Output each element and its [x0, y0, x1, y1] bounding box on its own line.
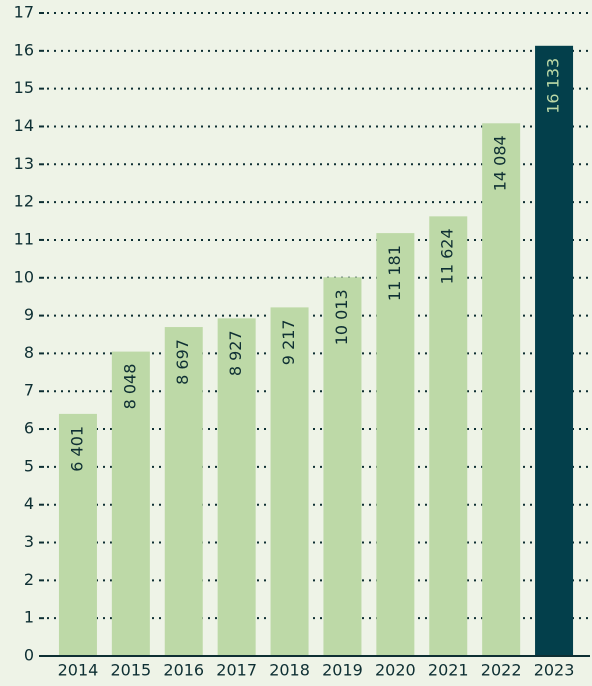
bar — [323, 277, 362, 656]
value-label: 11 181 — [385, 245, 404, 301]
value-label: 8 048 — [120, 364, 139, 410]
bar — [376, 233, 415, 656]
value-label: 16 133 — [544, 58, 563, 114]
y-tick-label: 13 — [14, 154, 34, 173]
value-label: 14 084 — [491, 135, 510, 191]
bar — [535, 45, 574, 657]
y-tick-label: 2 — [24, 570, 34, 589]
x-tick-label: 2022 — [481, 661, 522, 680]
y-tick-label: 10 — [14, 267, 34, 286]
value-label: 8 927 — [226, 330, 245, 376]
y-tick-label: 6 — [24, 419, 34, 438]
x-tick-label: 2017 — [216, 661, 257, 680]
value-label: 9 217 — [279, 319, 298, 365]
bar — [270, 307, 309, 656]
value-label: 6 401 — [67, 426, 86, 472]
x-tick-label: 2016 — [163, 661, 204, 680]
y-tick-label: 12 — [14, 192, 34, 211]
y-tick-label: 8 — [24, 343, 34, 362]
value-label: 10 013 — [332, 289, 351, 345]
y-tick-label: 9 — [24, 305, 34, 324]
value-label: 8 697 — [173, 339, 192, 385]
y-tick-label: 7 — [24, 381, 34, 400]
y-tick-label: 17 — [14, 3, 34, 22]
y-tick-label: 15 — [14, 78, 34, 97]
bar — [482, 123, 521, 657]
y-tick-label: 0 — [24, 646, 34, 665]
bar — [111, 351, 150, 656]
bar — [429, 216, 468, 656]
y-tick-label: 3 — [24, 532, 34, 551]
x-tick-label: 2020 — [375, 661, 416, 680]
x-tick-label: 2023 — [534, 661, 575, 680]
bar — [164, 327, 203, 656]
y-tick-label: 16 — [14, 40, 34, 59]
x-tick-label: 2018 — [269, 661, 310, 680]
y-tick-label: 5 — [24, 456, 34, 475]
bar — [58, 413, 97, 656]
y-tick-label: 1 — [24, 608, 34, 627]
x-tick-label: 2014 — [58, 661, 99, 680]
x-tick-label: 2021 — [428, 661, 469, 680]
x-tick-label: 2019 — [322, 661, 363, 680]
y-tick-label: 14 — [14, 116, 34, 135]
x-tick-label: 2015 — [110, 661, 151, 680]
value-label: 11 624 — [438, 228, 457, 284]
y-tick-label: 11 — [14, 229, 34, 248]
y-tick-label: 4 — [24, 494, 34, 513]
bar — [217, 318, 256, 656]
